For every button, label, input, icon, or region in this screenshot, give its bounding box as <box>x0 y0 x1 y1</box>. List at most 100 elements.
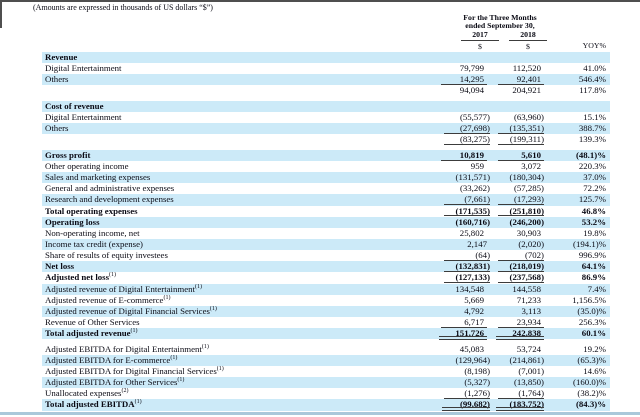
year-2017-label: 2017 <box>461 30 499 41</box>
table-row: Total adjusted revenue(1) 151,726 242,83… <box>42 328 610 340</box>
value-2018: 242,838 <box>487 328 544 340</box>
value-2017: (160,716) <box>455 216 490 227</box>
value-2017: 5,669 <box>464 294 484 305</box>
table-row: Others (27,698) (135,351) 388.7% <box>42 123 610 135</box>
table-row: Cost of revenue <box>42 100 610 113</box>
footnote-marker: (1) <box>201 343 209 350</box>
footnote-marker: (1) <box>163 294 171 301</box>
row-label: Adjusted EBITDA for Digital Financial Se… <box>45 365 224 376</box>
value-2017: (127,133) <box>434 272 490 284</box>
column-2017-header: 2017 $ <box>461 30 499 51</box>
row-label: Adjusted EBITDA for E-commerce(1) <box>45 354 178 365</box>
value-yoy: (160.0)% <box>573 377 606 388</box>
value-2018: (251,810) <box>490 206 544 217</box>
row-label: Non-operating income, net <box>45 227 140 238</box>
row-label: General and administrative expenses <box>45 183 175 194</box>
value-2017 <box>434 52 490 63</box>
column-2018-header: 2018 $ <box>509 30 547 51</box>
row-label: Other operating income <box>45 161 129 172</box>
table-row: Other operating income 959 3,072 220.3% <box>42 161 610 172</box>
row-label: Total adjusted EBITDA(1) <box>45 399 142 410</box>
row-label: Others <box>45 74 69 85</box>
value-2018: (180,304) <box>509 172 544 183</box>
row-label: Total adjusted revenue(1) <box>45 328 138 339</box>
value-yoy: 139.3% <box>578 134 606 145</box>
period-line1: For the Three Months <box>463 13 537 22</box>
value-yoy: 72.2% <box>583 183 606 194</box>
value-2018: (135,351) <box>490 123 544 135</box>
value-2018 <box>490 52 544 63</box>
footnote-marker: (1) <box>195 283 202 290</box>
row-label: Cost of revenue <box>45 100 104 111</box>
value-2018: (13,850) <box>513 377 544 388</box>
table-row: Sales and marketing expenses (131,571) (… <box>42 172 610 184</box>
value-2017: 6,717 <box>428 317 487 328</box>
table-row: Adjusted revenue of Digital Entertainmen… <box>42 283 610 295</box>
table-row: Total operating expenses (171,535) (251,… <box>42 206 610 217</box>
value-2017: (99,682) <box>434 399 490 412</box>
row-label <box>42 85 428 96</box>
value-2018: (237,568) <box>490 272 544 284</box>
table-row: Revenue <box>42 52 610 64</box>
table-row: Total adjusted EBITDA(1) (99,682) (183,7… <box>42 399 610 412</box>
table-row: Operating loss (160,716) (246,200) 53.2% <box>42 216 610 228</box>
table-row: Share of results of equity investees (64… <box>42 250 610 261</box>
year-2018-label: 2018 <box>509 30 547 41</box>
value-2017: 79,799 <box>459 63 484 74</box>
value-2018: 23,934 <box>487 317 544 328</box>
value-yoy: 1,156.5% <box>572 294 606 305</box>
value-2017: 959 <box>470 161 484 172</box>
value-yoy: (38.2)% <box>577 388 606 399</box>
table-row: Adjusted revenue of E-commerce(1) 5,669 … <box>42 295 610 306</box>
value-yoy: 53.2% <box>581 216 606 227</box>
value-2018: 204,921 <box>512 85 541 96</box>
left-frame-border <box>0 0 2 28</box>
value-2018: (2,020) <box>518 239 544 250</box>
value-2018: (199,311) <box>490 134 544 146</box>
value-yoy <box>544 101 610 112</box>
value-2017: (129,964) <box>455 354 490 365</box>
currency-symbol-2018: $ <box>526 42 530 51</box>
currency-symbol-2017: $ <box>478 42 482 51</box>
value-yoy: 64.1% <box>581 261 606 272</box>
value-2018: (218,019) <box>490 261 544 273</box>
period-line2: ended September 30, <box>465 21 535 30</box>
row-label: Revenue <box>45 52 78 62</box>
row-label: Operating loss <box>45 216 100 227</box>
value-2018: 53,724 <box>516 343 541 354</box>
row-label: Share of results of equity investees <box>45 250 168 261</box>
value-yoy: 37.0% <box>583 172 606 183</box>
table-column-header: For the Three Months ended September 30,… <box>42 14 610 52</box>
row-label: Unallocated expenses(2) <box>45 388 129 399</box>
table-row: General and administrative expenses (33,… <box>42 183 610 194</box>
value-2017: (27,698) <box>434 123 490 135</box>
row-label: Adjusted revenue of Digital Entertainmen… <box>45 283 202 294</box>
value-2018: (7,001) <box>518 365 544 376</box>
footnote-marker: (1) <box>209 305 217 312</box>
row-label <box>42 134 434 145</box>
value-yoy: (35.0)% <box>577 305 606 316</box>
table-row: Adjusted EBITDA for Digital Entertainmen… <box>42 344 610 355</box>
table-row: Adjusted revenue of Digital Financial Se… <box>42 305 610 318</box>
value-2018: 71,233 <box>516 294 541 305</box>
value-yoy: (84.3)% <box>575 399 606 410</box>
row-label: Adjusted EBITDA for Digital Entertainmen… <box>45 343 209 354</box>
value-2018: 5,610 <box>487 150 544 161</box>
value-2017: (33,262) <box>459 183 490 194</box>
value-2017: (64) <box>434 250 490 261</box>
value-yoy: 220.3% <box>578 161 606 172</box>
value-yoy: 256.3% <box>578 317 606 328</box>
value-2018: (214,861) <box>509 354 544 365</box>
row-label: Total operating expenses <box>45 205 138 216</box>
value-yoy: 14.6% <box>583 365 606 376</box>
row-label: Others <box>45 123 69 134</box>
table-row: Non-operating income, net 25,802 30,903 … <box>42 228 610 239</box>
table-row: Others 14,295 92,401 546.4% <box>42 74 610 86</box>
value-yoy: 546.4% <box>578 74 606 85</box>
value-yoy: (65.3)% <box>577 354 606 365</box>
value-yoy: 15.1% <box>583 112 606 123</box>
value-2018: 92,401 <box>487 74 544 86</box>
value-2017: (55,577) <box>459 112 490 123</box>
value-2018 <box>490 101 544 112</box>
table-rows: Revenue Digital Entertainment 79,799 112… <box>42 52 610 412</box>
